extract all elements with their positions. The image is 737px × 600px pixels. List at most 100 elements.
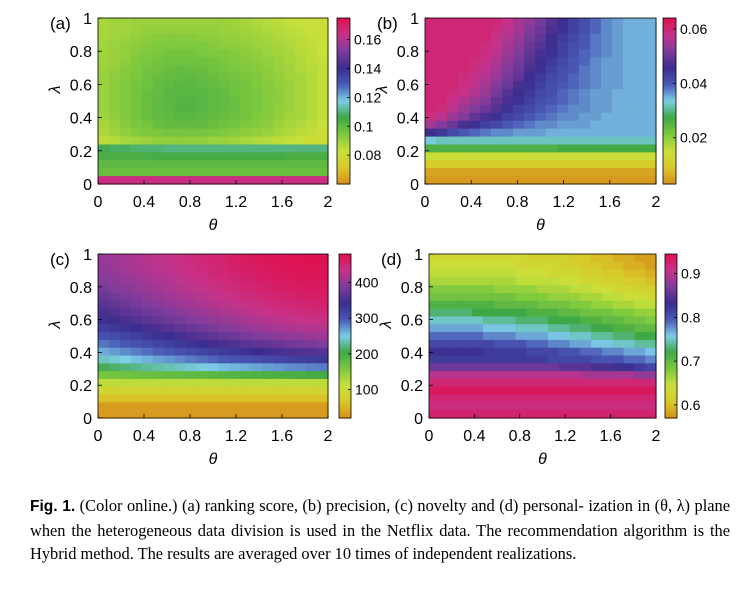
heatmap-cell xyxy=(535,112,547,122)
colorbar-segment xyxy=(663,53,676,58)
heatmap-cell xyxy=(152,300,165,310)
heatmap-cell xyxy=(450,402,463,411)
heatmap-cell xyxy=(229,285,241,294)
heatmap-cell xyxy=(174,308,187,318)
colorbar-segment xyxy=(337,142,350,146)
heatmap-cell xyxy=(623,128,635,138)
heatmap-cell xyxy=(306,371,318,380)
heatmap-cell xyxy=(306,176,318,185)
heatmap-cell xyxy=(284,324,296,333)
heatmap-cell xyxy=(185,81,198,90)
heatmap-cell xyxy=(436,176,448,185)
colorbar-segment xyxy=(663,175,676,180)
heatmap-cell xyxy=(163,285,176,294)
heatmap-cell xyxy=(612,254,625,263)
heatmap-cell xyxy=(306,339,318,349)
heatmap-cell xyxy=(174,371,187,380)
heatmap-cell xyxy=(196,371,209,380)
heatmap-cell xyxy=(601,104,613,114)
y-tick-label: 0.2 xyxy=(401,378,423,395)
heatmap-cell xyxy=(439,254,452,263)
colorbar-segment xyxy=(665,377,677,381)
heatmap-cell xyxy=(174,402,187,411)
heatmap-cell xyxy=(108,168,121,177)
heatmap-cell xyxy=(439,269,452,279)
heatmap-cell xyxy=(284,261,296,271)
heatmap-cell xyxy=(262,378,274,388)
heatmap-cell xyxy=(504,371,517,380)
x-tick-label: 0.8 xyxy=(509,428,531,445)
heatmap-cell xyxy=(174,97,187,106)
heatmap-cell xyxy=(130,285,143,294)
heatmap-cell xyxy=(546,73,558,82)
heatmap-cell xyxy=(579,65,591,74)
heatmap-cell xyxy=(493,285,506,294)
heatmap-cell xyxy=(262,285,274,294)
heatmap-cell xyxy=(526,254,538,263)
heatmap-cell xyxy=(306,41,318,51)
heatmap-cell xyxy=(152,355,165,364)
heatmap-cell xyxy=(262,160,274,169)
heatmap-cell xyxy=(480,81,492,90)
heatmap-cell xyxy=(98,277,110,286)
heatmap-cell xyxy=(306,402,318,411)
heatmap-cell xyxy=(469,144,481,153)
heatmap-cell xyxy=(240,136,252,146)
heatmap-cell xyxy=(535,25,547,35)
heatmap-cell xyxy=(130,120,143,130)
panel-b: 0 0.4 0.8 1.2 1.6 200.20.40.60.81θλ(b)0.020.0… xyxy=(374,11,707,234)
heatmap-cell xyxy=(458,57,470,67)
heatmap-cell xyxy=(557,176,569,185)
heatmap-cell xyxy=(273,308,285,318)
heatmap-cell xyxy=(98,81,110,90)
heatmap-cell xyxy=(240,261,252,271)
heatmap-cell xyxy=(262,410,274,419)
heatmap-cell xyxy=(196,324,209,333)
colorbar-segment xyxy=(665,278,677,282)
heatmap-cell xyxy=(196,104,209,114)
heatmap-cell xyxy=(130,277,143,286)
heatmap-cell xyxy=(108,25,121,35)
y-axis-label: λ xyxy=(47,320,64,329)
heatmap-cell xyxy=(480,89,492,98)
heatmap-cell xyxy=(207,254,220,263)
heatmap-cell xyxy=(524,41,536,51)
heatmap-cell xyxy=(207,25,220,35)
colorbar-tick-label: 0.06 xyxy=(680,21,707,37)
heatmap-cell xyxy=(590,65,602,74)
heatmap-cell xyxy=(152,128,165,138)
heatmap-cell xyxy=(634,152,646,161)
heatmap-cell xyxy=(284,378,296,388)
panel-label: (a) xyxy=(50,14,71,33)
heatmap-cell xyxy=(196,89,209,98)
heatmap-cell xyxy=(273,347,285,357)
colorbar-segment xyxy=(337,145,350,149)
heatmap-cell xyxy=(429,363,441,372)
heatmap-cell xyxy=(108,277,121,286)
colorbar-segment xyxy=(663,123,676,127)
heatmap-cell xyxy=(623,160,635,169)
heatmap-cell xyxy=(119,144,132,153)
colorbar-segment xyxy=(665,264,677,269)
heatmap-cell xyxy=(229,57,241,67)
heatmap-cell xyxy=(472,308,484,318)
colorbar-segment xyxy=(665,325,677,329)
heatmap-cell xyxy=(601,152,613,161)
heatmap-cell xyxy=(480,25,492,35)
heatmap-cell xyxy=(612,355,625,364)
heatmap-cell xyxy=(119,112,132,122)
heatmap-cell xyxy=(601,144,613,153)
heatmap-cell xyxy=(284,65,296,74)
heatmap-cell xyxy=(108,261,121,271)
heatmap-cell xyxy=(439,402,452,411)
heatmap-cell xyxy=(535,152,547,161)
heatmap-cell xyxy=(141,49,154,59)
heatmap-cell xyxy=(590,81,602,90)
heatmap-cell xyxy=(515,363,527,372)
heatmap-cell xyxy=(612,18,624,27)
x-axis-label: θ xyxy=(536,217,545,234)
y-tick-label: 0.4 xyxy=(70,345,92,362)
heatmap-cell xyxy=(612,104,624,114)
heatmap-cell xyxy=(450,332,463,341)
heatmap-cell xyxy=(130,324,143,333)
